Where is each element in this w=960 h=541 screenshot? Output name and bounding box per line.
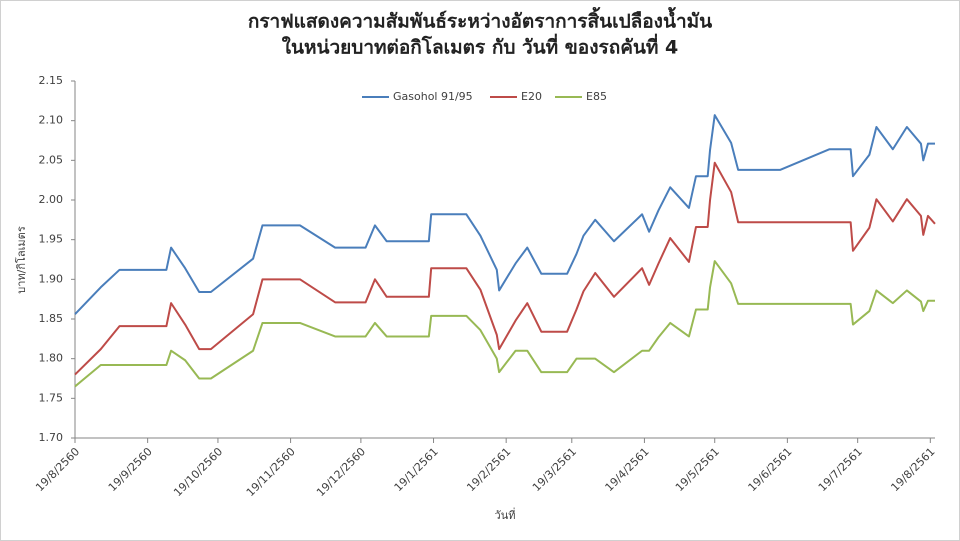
y-tick-label: 2.05: [39, 153, 64, 166]
data-line: [74, 260, 935, 388]
y-tick-label: 1.85: [39, 312, 64, 325]
y-tick-label: 1.70: [39, 431, 64, 444]
legend-label: E20: [521, 90, 542, 103]
chart-title: ในหน่วยบาทต่อกิโลเมตร กับ วันที่ ของรถคั…: [282, 34, 679, 59]
y-tick-label: 1.90: [39, 272, 64, 285]
y-tick-label: 1.80: [39, 352, 64, 365]
y-tick-label: 2.00: [39, 193, 64, 206]
chart-title: กราฟแสดงความสัมพันธ์ระหว่างอัตราการสิ้นเ…: [248, 7, 712, 33]
x-axis-label: วันที่: [495, 507, 516, 522]
y-tick-label: 1.95: [39, 233, 64, 246]
legend-label: Gasohol 91/95: [393, 90, 473, 103]
y-tick-label: 1.75: [39, 391, 64, 404]
data-line: [74, 161, 936, 376]
y-tick-label: 2.15: [39, 74, 64, 87]
data-line: [74, 114, 935, 315]
y-tick-label: 2.10: [39, 114, 64, 127]
y-axis-label: บาท/กิโลเมตร: [14, 226, 28, 294]
legend-label: E85: [586, 90, 607, 103]
